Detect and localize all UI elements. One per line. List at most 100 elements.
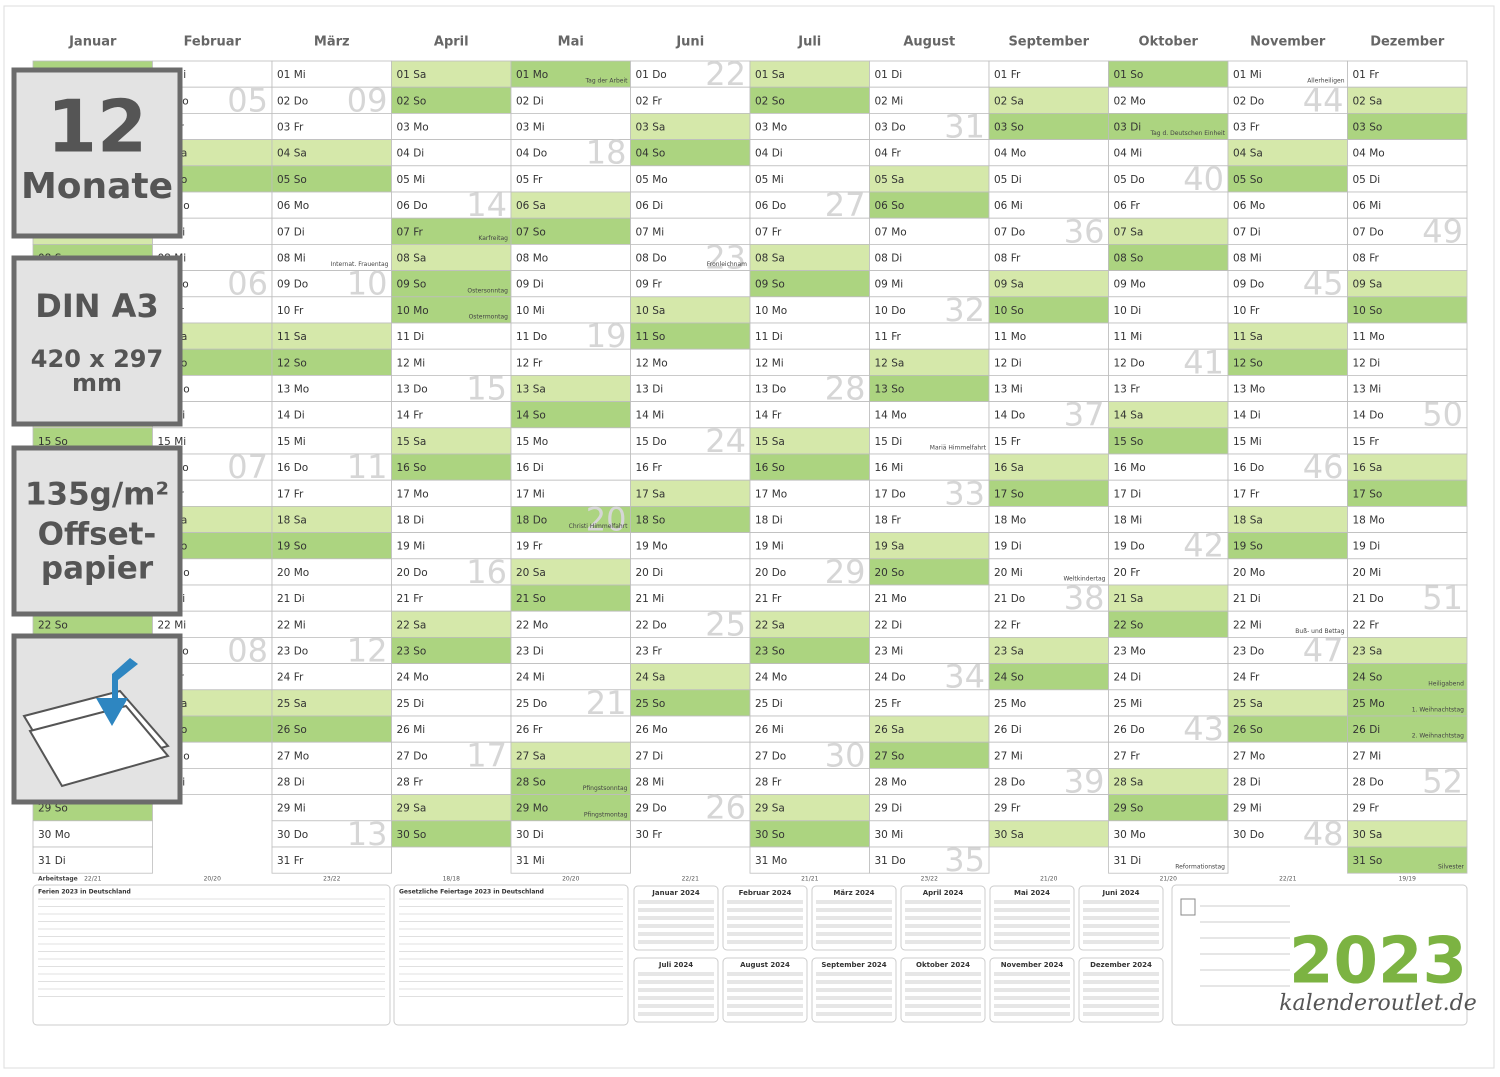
mini-calendar-title: November 2024 [1001, 961, 1064, 969]
week-number: 50 [1422, 396, 1463, 434]
day-cell [630, 820, 751, 848]
day-label: 16 Do [1233, 462, 1264, 474]
day-cell [391, 820, 512, 848]
day-label: 29 Fr [994, 803, 1021, 815]
day-label: 13 Mi [1353, 384, 1382, 396]
day-label: 31 Do [875, 855, 906, 867]
day-label: 27 So [875, 750, 905, 762]
day-label: 28 Di [277, 777, 305, 789]
day-label: 07 Di [277, 226, 305, 238]
month-name: November [1250, 35, 1326, 50]
day-label: 17 Mi [516, 488, 545, 500]
day-cell [630, 663, 751, 691]
badge-text: papier [41, 551, 154, 587]
day-label: 30 Do [1233, 829, 1264, 841]
day-label: 20 Do [755, 567, 786, 579]
logo-mark [1180, 898, 1196, 916]
badge-text: mm [72, 369, 122, 397]
day-cell [749, 270, 870, 298]
day-cell [630, 558, 751, 586]
day-label: 12 Sa [875, 357, 905, 369]
day-cell [1108, 60, 1229, 88]
week-number: 36 [1064, 212, 1105, 250]
day-cell [1347, 427, 1468, 455]
day-cell [510, 505, 631, 533]
day-cell [988, 270, 1109, 298]
day-label: 17 So [994, 488, 1024, 500]
day-label: 24 Di [1114, 672, 1142, 684]
day-label: 13 Mi [994, 384, 1023, 396]
day-cell [271, 532, 392, 560]
day-label: 29 So [38, 803, 68, 815]
day-cell [271, 348, 392, 376]
day-label: 03 So [1353, 122, 1383, 134]
day-label: 03 Do [875, 122, 906, 134]
day-cell [271, 60, 392, 88]
day-cell [1347, 637, 1468, 665]
day-label: 21 Di [277, 593, 305, 605]
mini-calendar-title: Oktober 2024 [916, 961, 970, 969]
day-label: 08 Mi [1233, 253, 1262, 265]
day-cell [271, 663, 392, 691]
day-cell [1108, 610, 1229, 638]
day-cell [1347, 322, 1468, 350]
day-label: 02 So [755, 95, 785, 107]
day-label: 10 So [994, 305, 1024, 317]
day-label: 07 Mi [636, 226, 665, 238]
day-cell [988, 584, 1109, 612]
day-label: 20 Mo [277, 567, 309, 579]
day-cell [391, 768, 512, 796]
day-label: 11 Sa [1233, 331, 1263, 343]
day-cell [1108, 741, 1229, 769]
day-label: 04 Di [397, 148, 425, 160]
day-label: 10 So [1353, 305, 1383, 317]
day-cell [391, 584, 512, 612]
day-label: 18 Sa [1233, 515, 1263, 527]
week-number: 09 [347, 81, 388, 119]
day-cell [1227, 86, 1348, 114]
day-label: 05 So [277, 174, 307, 186]
day-label: 29 Mi [1233, 803, 1262, 815]
day-label: 30 So [755, 829, 785, 841]
workdays-label: Arbeitstage [38, 876, 78, 883]
day-label: 17 Mo [755, 488, 787, 500]
day-label: 28 Mi [636, 777, 665, 789]
week-number: 17 [466, 736, 507, 774]
week-number: 32 [944, 291, 985, 329]
month-name: März [314, 35, 350, 50]
day-cell [510, 846, 631, 874]
day-label: 04 Fr [875, 148, 902, 160]
day-cell [869, 322, 990, 350]
day-label: 15 Mi [158, 436, 187, 448]
week-number: 48 [1303, 815, 1344, 853]
day-label: 23 So [755, 646, 785, 658]
day-cell [391, 401, 512, 429]
day-label: 03 Mi [516, 122, 545, 134]
week-number: 16 [466, 553, 507, 591]
day-label: 23 Do [277, 646, 308, 658]
day-cell [749, 741, 870, 769]
day-label: 08 Mo [516, 253, 548, 265]
day-cell [510, 348, 631, 376]
day-cell [988, 741, 1109, 769]
day-label: 21 Sa [1114, 593, 1144, 605]
week-number: 33 [944, 474, 985, 512]
day-label: 07 Di [1233, 226, 1261, 238]
week-number: 18 [586, 134, 627, 172]
day-label: 18 Mo [994, 515, 1026, 527]
workdays: 21/20 [1040, 876, 1057, 883]
day-label: 01 Di [875, 69, 903, 81]
day-cell [271, 689, 392, 717]
day-cell [1347, 768, 1468, 796]
day-label: 21 Fr [755, 593, 782, 605]
day-label: 14 Mo [875, 410, 907, 422]
day-label: 19 Mi [755, 541, 784, 553]
day-label: 18 So [636, 515, 666, 527]
workdays: 22/21 [1279, 876, 1296, 883]
day-label: 01 Sa [397, 69, 427, 81]
day-label: 08 Mi [277, 253, 306, 265]
day-cell [1108, 637, 1229, 665]
day-cell [32, 846, 153, 874]
day-label: 16 Do [277, 462, 308, 474]
week-number: 31 [944, 108, 985, 146]
